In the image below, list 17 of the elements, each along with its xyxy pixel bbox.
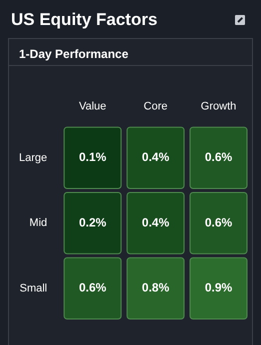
data-label: 0.8% (142, 280, 170, 295)
data-label: 0.4% (142, 150, 170, 164)
y-tick-label: Mid (29, 217, 48, 230)
data-label: 0.1% (78, 150, 107, 164)
data-label: 0.2% (78, 215, 107, 230)
x-tick-label: Value (78, 100, 106, 113)
data-label: 0.9% (204, 280, 233, 295)
x-tick-label: Growth (200, 100, 236, 113)
data-label: 0.6% (204, 150, 233, 164)
x-tick-label: Core (144, 100, 168, 113)
data-label: 0.4% (142, 215, 170, 230)
data-label: 0.6% (204, 215, 233, 230)
y-tick-label: Large (18, 152, 48, 164)
chart-subtitle: 1-Day Performance (19, 47, 128, 61)
chart-title: US Equity Factors (11, 10, 158, 30)
y-tick-label: Small (20, 282, 48, 294)
data-label: 0.6% (78, 280, 107, 295)
